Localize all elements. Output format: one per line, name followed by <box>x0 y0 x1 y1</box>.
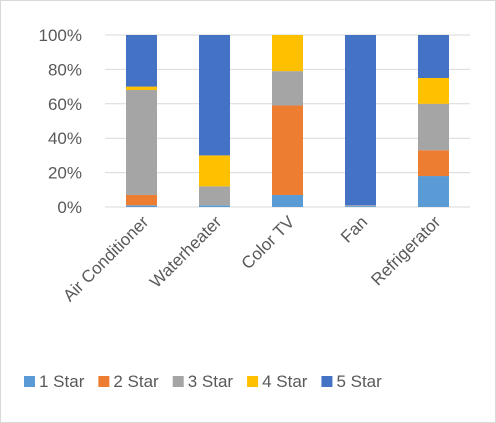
legend: 1 Star 2 Star 3 Star 4 Star 5 Star <box>24 372 382 391</box>
bar-segment-1-star <box>199 205 230 207</box>
bar-segment-5-star <box>345 35 376 206</box>
legend-label: 2 Star <box>113 372 159 391</box>
legend-swatch <box>24 376 35 387</box>
bar-segment-4-star <box>418 78 449 104</box>
bar-segment-5-star <box>126 35 157 87</box>
bar-segment-4-star <box>272 35 303 72</box>
bar-segment-3-star <box>272 71 303 106</box>
y-tick-label: 100% <box>39 26 82 45</box>
bar-segment-3-star <box>418 103 449 151</box>
legend-label: 5 Star <box>336 372 382 391</box>
bar-segment-1-star <box>345 206 376 207</box>
legend-swatch <box>247 376 259 387</box>
y-tick-label: 0% <box>57 198 82 217</box>
category-label: Waterheater <box>146 212 225 291</box>
legend-label: 3 Star <box>188 372 234 391</box>
legend-swatch <box>98 376 110 387</box>
bar-segment-5-star <box>418 35 449 78</box>
bar-segment-3-star <box>126 90 157 195</box>
bar-segment-1-star <box>126 205 157 207</box>
category-label: Air Conditioner <box>59 212 152 305</box>
category-label: Fan <box>337 212 371 246</box>
bar-segment-3-star <box>199 186 230 206</box>
y-tick-label: 40% <box>48 129 82 148</box>
y-tick-label: 80% <box>48 60 82 79</box>
y-tick-label: 20% <box>48 164 82 183</box>
bar-segment-4-star <box>126 86 157 91</box>
legend-swatch <box>172 376 184 387</box>
y-axis-ticks: 0% 20% 40% 60% 80% 100% <box>39 26 82 217</box>
bar-segment-2-star <box>418 150 449 177</box>
bar-segment-1-star <box>272 194 303 207</box>
bar-segment-2-star <box>126 194 157 206</box>
bar-segment-1-star <box>418 176 449 207</box>
bar-segment-5-star <box>199 35 230 156</box>
bar-segment-2-star <box>272 105 303 195</box>
category-label: Refrigerator <box>367 212 444 289</box>
bar-segment-3-star <box>345 205 376 207</box>
category-label: Color TV <box>238 212 299 273</box>
bars <box>126 35 449 207</box>
legend-label: 1 Star <box>39 372 85 391</box>
y-tick-label: 60% <box>48 95 82 114</box>
bar-segment-4-star <box>199 155 230 187</box>
legend-label: 4 Star <box>262 372 308 391</box>
legend-swatch <box>321 376 333 387</box>
